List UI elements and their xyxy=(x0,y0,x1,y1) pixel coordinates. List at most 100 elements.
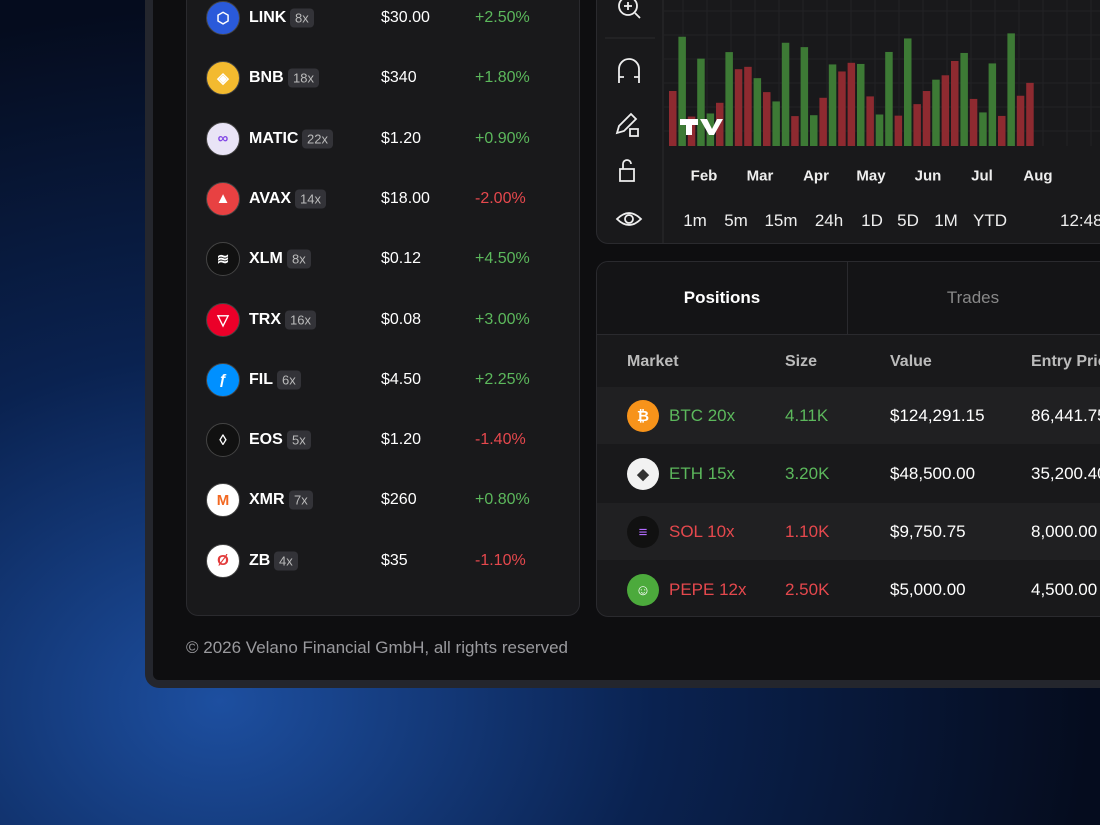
volume-bar xyxy=(697,58,705,146)
month-label: Apr xyxy=(803,167,829,185)
symbol[interactable]: ZB xyxy=(249,551,271,569)
symbol[interactable]: TRX xyxy=(249,310,281,328)
size: 2.50K xyxy=(785,580,830,599)
market[interactable]: SOL 10x xyxy=(669,522,735,541)
tradingview-logo xyxy=(680,119,723,135)
month-label: Aug xyxy=(1023,167,1053,185)
value: $5,000.00 xyxy=(890,580,966,599)
change: +3.00% xyxy=(475,310,530,328)
column-header: Size xyxy=(785,353,818,370)
month-label: Feb xyxy=(690,167,718,185)
symbol[interactable]: XLM xyxy=(249,250,283,268)
symbol[interactable]: BNB xyxy=(249,69,284,87)
coin-icon: ▽ xyxy=(206,302,240,337)
entry-price: 8,000.00 xyxy=(1031,522,1098,541)
timeframe-button[interactable]: 5D xyxy=(897,211,919,230)
leverage-badge: 4x xyxy=(274,551,298,571)
column-header: Value xyxy=(890,353,932,370)
coin-icon: ƒ xyxy=(206,362,240,397)
volume-bar xyxy=(998,115,1006,146)
timeframe-button[interactable]: 15m xyxy=(764,211,798,230)
leverage-badge: 16x xyxy=(285,310,316,329)
month-label: Jul xyxy=(971,167,993,185)
coin-icon: ∞ xyxy=(206,121,240,156)
market-list: ⬡ LINK 8x $30.00 +2.50% ◈ BNB 18x $340 +1.80% ∞ MAT… xyxy=(186,0,580,616)
unlock-icon[interactable] xyxy=(619,159,635,182)
price: $4.50 xyxy=(381,370,422,388)
entry-price: 35,200.40 xyxy=(1031,464,1100,483)
symbol[interactable]: EOS xyxy=(249,431,283,449)
coin-icon: ≡ xyxy=(627,516,659,548)
change: -2.00% xyxy=(475,189,526,207)
coin-icon: M xyxy=(206,483,240,518)
volume-bar xyxy=(913,104,921,146)
timeframe-button[interactable]: 5m xyxy=(724,211,748,230)
volume-bar xyxy=(763,92,771,146)
volume-bar xyxy=(678,36,686,146)
volume-bar xyxy=(847,62,856,146)
change: +2.50% xyxy=(475,9,530,26)
symbol[interactable]: FIL xyxy=(249,370,273,388)
market[interactable]: PEPE 12x xyxy=(669,580,747,599)
zoom-icon[interactable] xyxy=(618,0,641,19)
change: +0.90% xyxy=(475,129,530,147)
change: +1.80% xyxy=(475,69,530,87)
volume-bar xyxy=(932,79,940,146)
timeframe-button[interactable]: 24h xyxy=(814,211,844,230)
volume-bar xyxy=(810,115,818,146)
magnet-icon[interactable] xyxy=(618,58,640,83)
change: -1.10% xyxy=(475,551,526,569)
volume-bar xyxy=(819,97,827,146)
volume-bar xyxy=(744,66,752,146)
volume-bar xyxy=(828,64,837,146)
leverage-badge: 18x xyxy=(288,68,319,88)
market[interactable]: BTC 20x xyxy=(669,406,736,425)
chart-svg xyxy=(605,0,1100,243)
tab[interactable]: Positions xyxy=(683,288,761,307)
price: $35 xyxy=(381,551,408,569)
timeframe-button[interactable]: 1M xyxy=(934,211,958,230)
volume-bar xyxy=(838,71,846,146)
month-label: Mar xyxy=(746,167,774,185)
timeframe-button[interactable]: YTD xyxy=(973,211,1007,230)
tab-divider xyxy=(847,262,848,334)
draw-lock-icon[interactable] xyxy=(615,112,639,137)
timeframe-button[interactable]: 1D xyxy=(861,211,883,230)
leverage-badge: 7x xyxy=(289,490,313,510)
entry-price: 86,441.75 xyxy=(1031,406,1100,425)
price: $1.20 xyxy=(381,129,422,147)
size: 4.11K xyxy=(785,406,829,425)
price: $0.12 xyxy=(381,250,422,268)
chart-card: Feb Mar Apr May Jun Jul Aug 1m 5m 15m 24h 1D 5D 1M YTD… xyxy=(596,0,1100,244)
symbol[interactable]: AVAX xyxy=(249,189,292,207)
symbol[interactable]: XMR xyxy=(249,491,285,509)
coin-icon: ◊ xyxy=(206,423,240,458)
volume-bar xyxy=(753,78,762,146)
symbol[interactable]: LINK xyxy=(249,9,287,26)
volume-bar xyxy=(1007,33,1015,146)
change: +4.50% xyxy=(475,250,530,268)
volume-bar xyxy=(725,52,733,146)
eye-icon[interactable] xyxy=(615,212,643,226)
clock: 12:48 xyxy=(1060,211,1100,230)
change: +2.25% xyxy=(475,370,530,388)
volume-bar xyxy=(941,75,950,146)
volume-bar xyxy=(885,51,893,146)
value: $9,750.75 xyxy=(890,522,966,541)
month-label: May xyxy=(856,167,886,185)
tab[interactable]: Trades xyxy=(946,288,1000,307)
symbol[interactable]: MATIC xyxy=(249,129,299,147)
footer: © 2026 Velano Financial GmbH, all rights… xyxy=(186,638,568,657)
market[interactable]: ETH 15x xyxy=(669,464,736,483)
coin-icon: ◈ xyxy=(206,61,240,96)
volume-bar xyxy=(875,114,884,146)
leverage-badge: 22x xyxy=(302,129,333,149)
coin-icon: ₿ xyxy=(627,400,659,432)
volume-bar xyxy=(857,63,865,146)
leverage-badge: 8x xyxy=(290,8,314,28)
size: 3.20K xyxy=(785,464,830,483)
coin-icon: Ø xyxy=(206,543,240,578)
volume-bar xyxy=(969,98,978,146)
volume-bar xyxy=(951,60,959,147)
timeframe-button[interactable]: 1m xyxy=(683,211,707,230)
